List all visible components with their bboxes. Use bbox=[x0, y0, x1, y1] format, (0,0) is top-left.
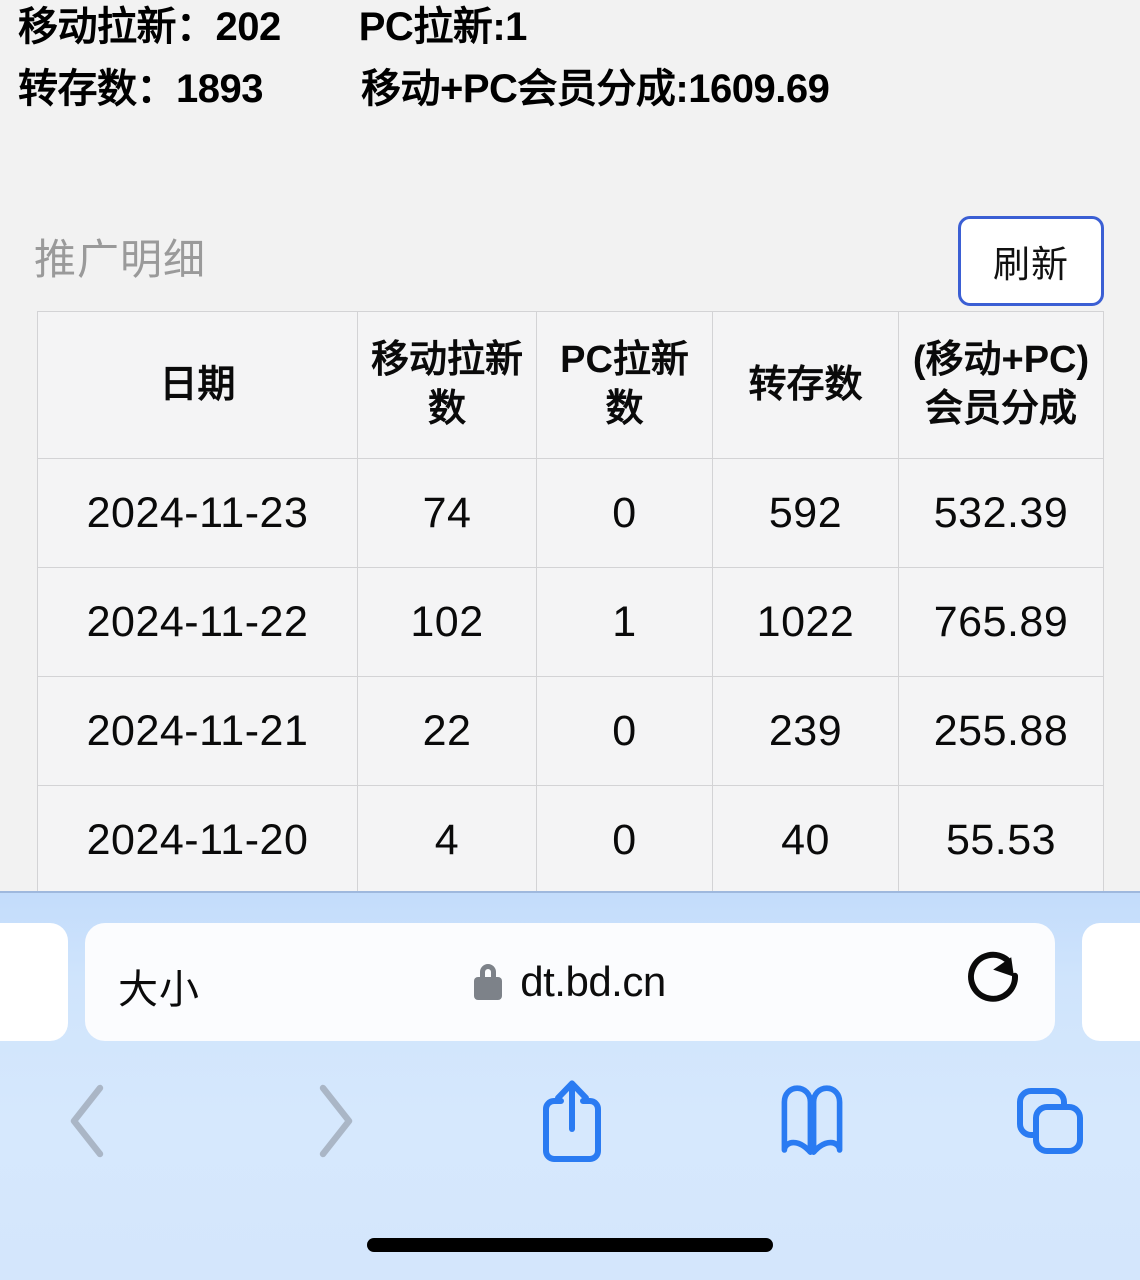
stat-revenue: 移动+PC会员分成: 1609.69 bbox=[360, 56, 830, 114]
col-header-saves-line1: 转存数 bbox=[748, 363, 863, 406]
forward-button[interactable] bbox=[275, 1063, 395, 1183]
col-header-pc-new: PC拉新 数 bbox=[536, 311, 713, 459]
cell-revenue: 255.88 bbox=[898, 676, 1104, 786]
cell-saves: 239 bbox=[712, 676, 899, 786]
table-body: 2024-11-23 74 0 592 532.39 2024-11-22 10… bbox=[37, 458, 1104, 891]
tabs-button[interactable] bbox=[990, 1063, 1110, 1183]
home-indicator bbox=[367, 1238, 773, 1252]
adjacent-tab-right[interactable] bbox=[1082, 923, 1140, 1041]
table-row: 2024-11-20 4 0 40 55.53 bbox=[37, 785, 1104, 891]
stat-pc-new-value: 1 bbox=[505, 5, 527, 49]
stat-pc-new-label: PC拉新: bbox=[358, 5, 506, 49]
chevron-left-icon bbox=[62, 1082, 114, 1165]
cell-mobile: 22 bbox=[357, 676, 537, 786]
lock-icon bbox=[474, 964, 503, 1000]
reload-icon[interactable] bbox=[960, 951, 1036, 1013]
stat-saves: 转存数： 1893 bbox=[18, 56, 263, 114]
safari-browser-chrome: 大小 dt.bd.cn bbox=[0, 891, 1140, 1280]
stat-pc-new: PC拉新: 1 bbox=[358, 0, 528, 52]
stat-saves-value: 1893 bbox=[176, 67, 263, 111]
cell-saves: 1022 bbox=[712, 567, 899, 677]
web-page-content: 移动拉新： 202 PC拉新: 1 转存数： 1893 移动+PC会员分成: 1… bbox=[0, 0, 1140, 891]
col-header-saves: 转存数 bbox=[712, 311, 899, 459]
cell-pc: 0 bbox=[536, 785, 713, 891]
url-text: dt.bd.cn bbox=[520, 958, 666, 1005]
share-icon bbox=[537, 1077, 607, 1170]
address-bar[interactable]: 大小 dt.bd.cn bbox=[85, 923, 1055, 1041]
cell-pc: 0 bbox=[536, 676, 713, 786]
section-header: 推广明细 刷新 bbox=[0, 208, 1140, 318]
table-row: 2024-11-23 74 0 592 532.39 bbox=[37, 458, 1104, 568]
cell-date: 2024-11-22 bbox=[37, 567, 358, 677]
cell-date: 2024-11-21 bbox=[37, 676, 358, 786]
summary-stats: 移动拉新： 202 PC拉新: 1 转存数： 1893 移动+PC会员分成: 1… bbox=[0, 0, 1140, 118]
stat-mobile-new-value: 202 bbox=[215, 5, 282, 49]
cell-pc: 0 bbox=[536, 458, 713, 568]
col-header-revenue-line2: 会员分成 bbox=[924, 388, 1077, 430]
col-header-date: 日期 bbox=[37, 311, 358, 459]
col-header-revenue: (移动+PC) 会员分成 bbox=[898, 311, 1104, 459]
col-header-mobile-new: 移动拉新 数 bbox=[357, 311, 537, 459]
browser-toolbar bbox=[0, 1063, 1140, 1183]
stat-saves-label: 转存数： bbox=[18, 67, 177, 111]
back-button[interactable] bbox=[28, 1063, 148, 1183]
stat-mobile-new-label: 移动拉新： bbox=[18, 5, 216, 49]
cell-mobile: 102 bbox=[357, 567, 537, 677]
url-display: dt.bd.cn bbox=[85, 923, 1055, 1041]
col-header-pc-new-line1: PC拉新 bbox=[560, 339, 689, 382]
cell-revenue: 55.53 bbox=[898, 785, 1104, 891]
book-icon bbox=[776, 1083, 848, 1164]
page-title: 推广明细 bbox=[34, 236, 207, 283]
table-row: 2024-11-22 102 1 1022 765.89 bbox=[37, 567, 1104, 677]
stat-revenue-label: 移动+PC会员分成: bbox=[360, 67, 689, 111]
cell-date: 2024-11-23 bbox=[37, 458, 358, 568]
refresh-button-label: 刷新 bbox=[993, 244, 1069, 285]
chevron-right-icon bbox=[309, 1082, 361, 1165]
table-header-row: 日期 移动拉新 数 PC拉新 数 转存数 (移动+PC) bbox=[37, 311, 1104, 459]
cell-mobile: 74 bbox=[357, 458, 537, 568]
tabs-icon bbox=[1012, 1083, 1088, 1164]
cell-revenue: 532.39 bbox=[898, 458, 1104, 568]
share-button[interactable] bbox=[512, 1063, 632, 1183]
col-header-pc-new-line2: 数 bbox=[605, 388, 644, 430]
promotion-detail-table: 日期 移动拉新 数 PC拉新 数 转存数 (移动+PC) bbox=[37, 311, 1104, 891]
col-header-mobile-new-line2: 数 bbox=[427, 388, 466, 430]
cell-date: 2024-11-20 bbox=[37, 785, 358, 891]
summary-line-2: 转存数： 1893 移动+PC会员分成: 1609.69 bbox=[0, 56, 1140, 118]
table-head: 日期 移动拉新 数 PC拉新 数 转存数 (移动+PC) bbox=[37, 311, 1104, 459]
col-header-date-line1: 日期 bbox=[159, 363, 236, 406]
refresh-button[interactable]: 刷新 bbox=[958, 216, 1104, 306]
col-header-revenue-line1: (移动+PC) bbox=[912, 339, 1090, 382]
adjacent-tab-left[interactable] bbox=[0, 923, 68, 1041]
cell-saves: 592 bbox=[712, 458, 899, 568]
cell-mobile: 4 bbox=[357, 785, 537, 891]
cell-revenue: 765.89 bbox=[898, 567, 1104, 677]
col-header-mobile-new-line1: 移动拉新 bbox=[370, 339, 523, 382]
table-row: 2024-11-21 22 0 239 255.88 bbox=[37, 676, 1104, 786]
summary-line-1: 移动拉新： 202 PC拉新: 1 bbox=[0, 0, 1140, 56]
bookmarks-button[interactable] bbox=[752, 1063, 872, 1183]
stat-revenue-value: 1609.69 bbox=[688, 67, 830, 111]
cell-saves: 40 bbox=[712, 785, 899, 891]
text-size-button[interactable]: 大小 bbox=[118, 968, 200, 1012]
cell-pc: 1 bbox=[536, 567, 713, 677]
stat-mobile-new: 移动拉新： 202 bbox=[18, 0, 281, 52]
